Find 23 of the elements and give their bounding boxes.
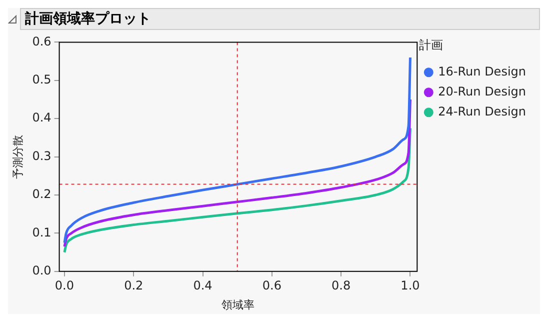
line-series	[63, 98, 412, 248]
chart-title: 計画領域率プロット	[20, 8, 540, 30]
legend-label: 16-Run Design	[438, 64, 526, 79]
legend-label: 20-Run Design	[438, 84, 526, 99]
x-tick-label: 0.6	[262, 278, 282, 293]
line-series	[63, 126, 412, 254]
x-axis-title: 領域率	[222, 298, 255, 312]
y-tick-label: 0.3	[32, 148, 52, 163]
line-series	[63, 56, 412, 244]
y-tick-label: 0.2	[32, 187, 52, 202]
legend-title: 計画	[419, 38, 444, 53]
y-tick-label: 0.5	[32, 72, 52, 87]
y-tick-label: 0.0	[32, 264, 52, 278]
y-axis-title: 予測分散	[11, 134, 24, 179]
y-tick-label: 0.1	[32, 225, 52, 240]
y-tick-label: 0.4	[32, 110, 52, 125]
x-tick-label: 0.8	[332, 278, 351, 293]
x-tick-label: 0.2	[124, 278, 144, 293]
legend-label: 24-Run Design	[438, 104, 526, 119]
y-tick-label: 0.6	[32, 34, 52, 48]
x-tick-label: 1.0	[400, 278, 420, 293]
x-tick-label: 0.4	[193, 278, 212, 293]
x-tick-label: 0.0	[54, 278, 74, 293]
